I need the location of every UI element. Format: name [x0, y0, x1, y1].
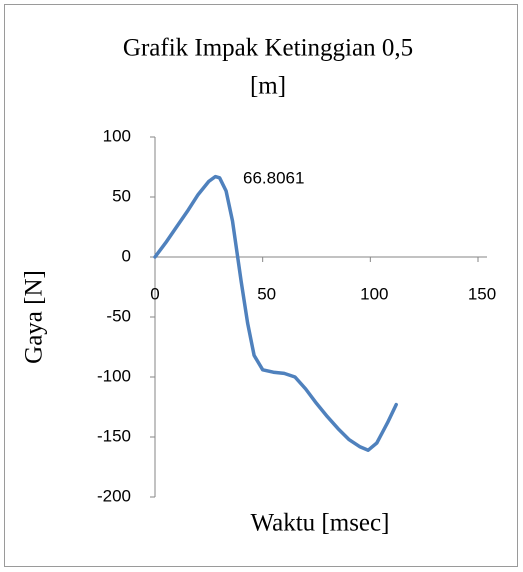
chart-border	[4, 4, 518, 567]
y-tick-label: 0	[122, 246, 131, 265]
annotation: 66.8061	[243, 168, 304, 187]
y-tick-label: -50	[106, 306, 131, 325]
y-tick-label: 100	[103, 126, 131, 145]
x-axis-label: Waktu [msec]	[251, 510, 390, 537]
x-tick-label: 150	[468, 284, 496, 303]
chart-title: Grafik Impak Ketinggian 0,5	[123, 35, 413, 62]
chart-title: [m]	[250, 73, 286, 100]
y-axis-label: Gaya [N]	[21, 270, 48, 364]
x-tick-label: 100	[360, 284, 388, 303]
y-tick-label: -200	[97, 486, 131, 505]
data-line	[153, 174, 398, 452]
y-tick-label: 50	[112, 186, 131, 205]
x-tick-label: 0	[150, 284, 159, 303]
y-tick-label: -100	[97, 366, 131, 385]
y-tick-label: -150	[97, 426, 131, 445]
x-tick-label: 50	[257, 284, 276, 303]
